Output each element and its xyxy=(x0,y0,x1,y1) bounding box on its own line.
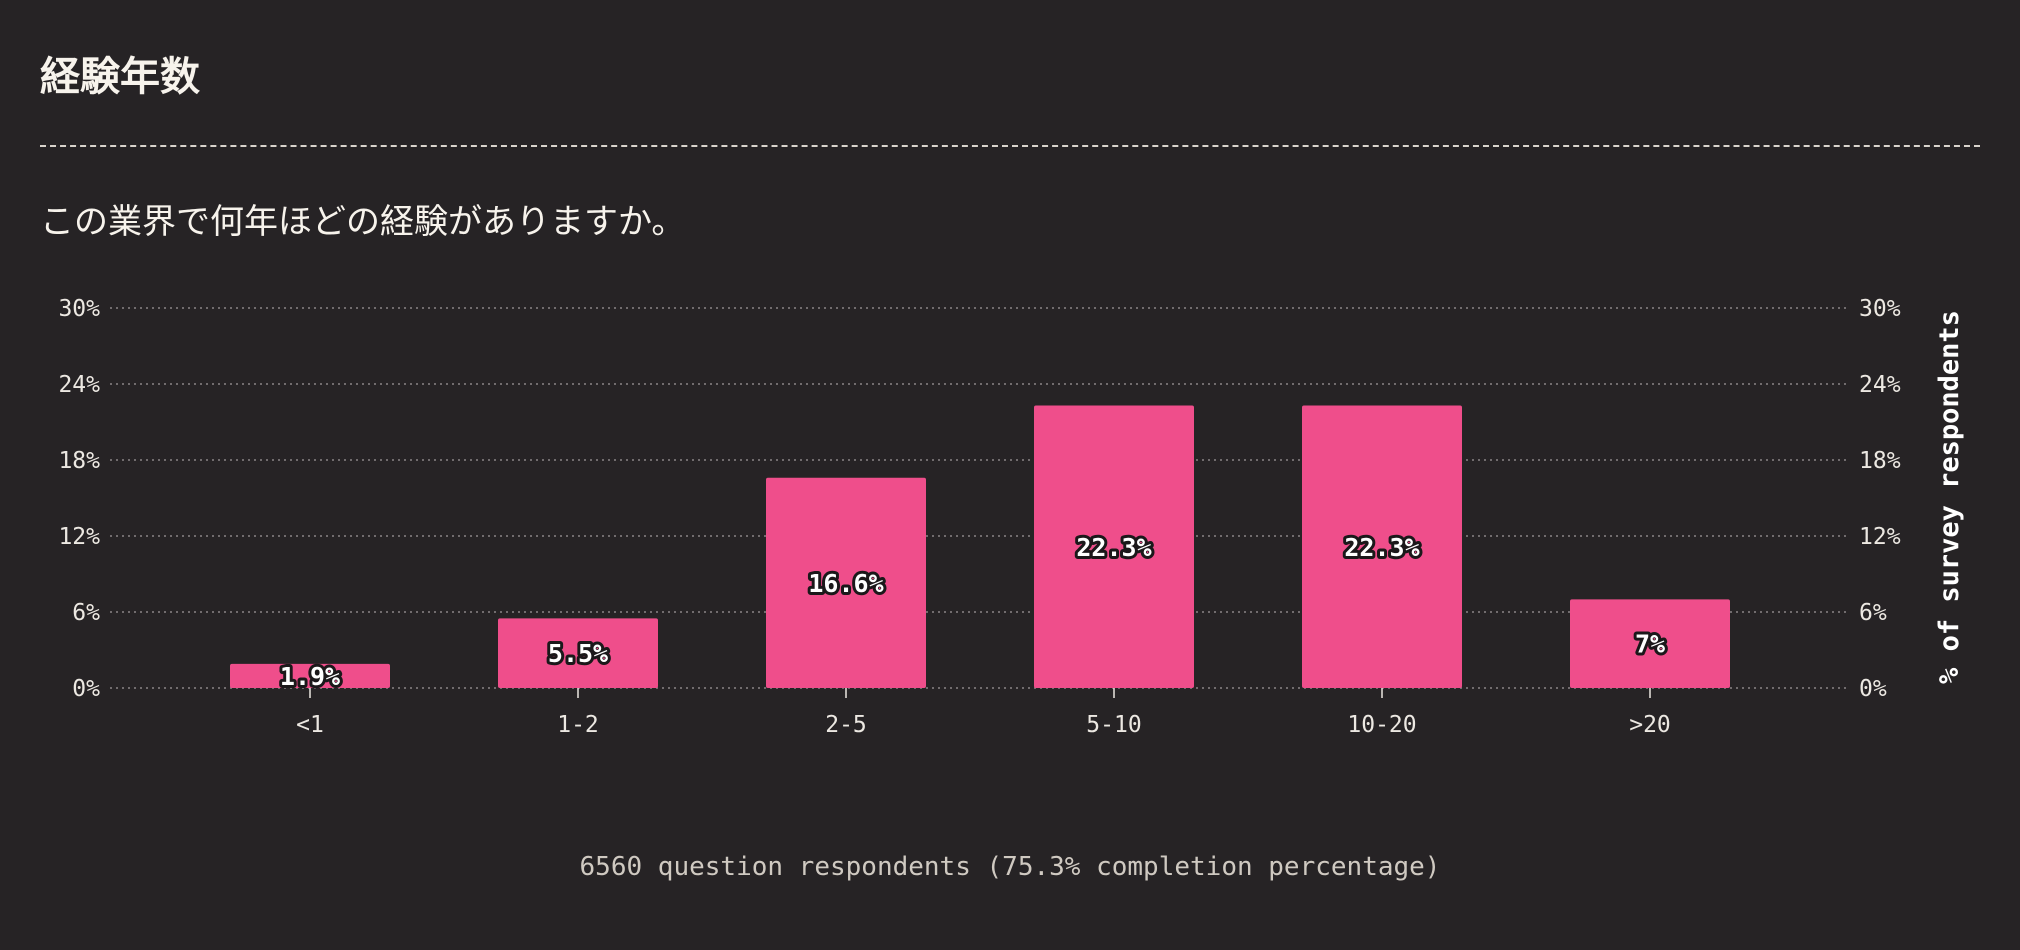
bar-value-label: 22.3% xyxy=(1076,533,1151,562)
x-tick-label: >20 xyxy=(1629,712,1671,738)
bar xyxy=(230,663,390,688)
x-tick-label: 10-20 xyxy=(1347,712,1416,738)
title-divider xyxy=(40,145,1980,147)
grid-lines xyxy=(110,307,1850,689)
bar-value-label: 1.9% xyxy=(280,662,340,691)
bar xyxy=(1034,405,1194,688)
x-tick-label: <1 xyxy=(296,712,324,738)
bars xyxy=(230,405,1730,688)
x-tick-label: 5-10 xyxy=(1086,712,1141,738)
y-tick-label-left: 18% xyxy=(58,448,100,474)
y-tick-label-right: 12% xyxy=(1859,524,1901,550)
x-axis: <1 1-2 2-5 5-10 10-20 >20 xyxy=(296,688,1671,738)
bar xyxy=(766,477,926,688)
x-tick-label: 2-5 xyxy=(825,712,867,738)
bar-value-label: 16.6% xyxy=(808,569,883,598)
y-tick-label-right: 30% xyxy=(1859,296,1901,322)
y-tick-label-left: 24% xyxy=(58,372,100,398)
y-axis-left: 0% 6% 12% 18% 24% 30% xyxy=(58,296,100,702)
y-tick-label-left: 0% xyxy=(72,676,100,702)
y-tick-label-right: 6% xyxy=(1859,600,1887,626)
x-tick-label: 1-2 xyxy=(557,712,599,738)
y-tick-label-right: 24% xyxy=(1859,372,1901,398)
bar-value-label: 22.3% xyxy=(1344,533,1419,562)
bar xyxy=(498,618,658,688)
y-tick-label-right: 0% xyxy=(1859,676,1887,702)
y-tick-label-left: 6% xyxy=(72,600,100,626)
respondents-footer: 6560 question respondents (75.3% complet… xyxy=(579,852,1441,882)
bar-value-label: 7% xyxy=(1635,630,1665,659)
page-title: 経験年数 xyxy=(40,54,200,100)
bar-value-labels: 1.9% 5.5% 16.6% 22.3% 22.3% 7% xyxy=(277,530,1668,694)
y-axis-title: % of survey respondents xyxy=(1934,310,1965,684)
y-tick-label-right: 18% xyxy=(1859,448,1901,474)
bar xyxy=(1570,599,1730,688)
survey-question: この業界で何年ほどの経験がありますか。 xyxy=(40,202,686,242)
y-axis-right: 0% 6% 12% 18% 24% 30% xyxy=(1859,296,1901,702)
bar xyxy=(1302,405,1462,688)
y-tick-label-left: 12% xyxy=(58,524,100,550)
bar-value-label: 5.5% xyxy=(548,639,608,668)
y-tick-label-left: 30% xyxy=(58,296,100,322)
